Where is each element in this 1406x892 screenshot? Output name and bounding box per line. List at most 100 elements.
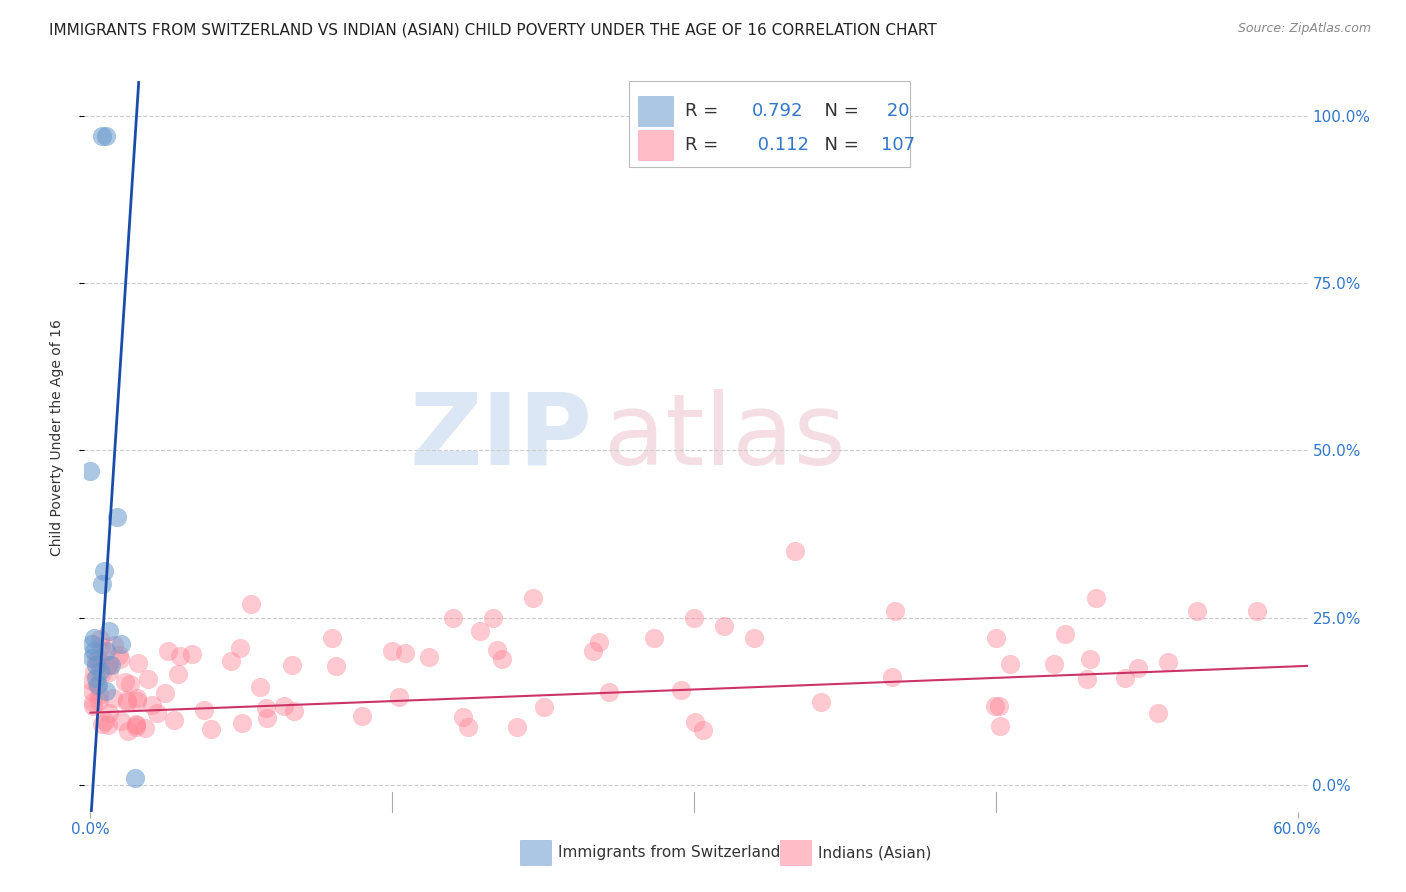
Point <box>82 637 104 651</box>
Point <box>321 631 343 645</box>
Text: 20: 20 <box>880 103 910 120</box>
Point <box>1185 604 1208 618</box>
Point <box>105 510 128 524</box>
Point <box>125 720 148 734</box>
Point <box>141 698 163 713</box>
Text: Source: ZipAtlas.com: Source: ZipAtlas.com <box>1237 22 1371 36</box>
Point <box>988 698 1011 713</box>
Point <box>713 619 735 633</box>
Point <box>193 703 215 717</box>
Point <box>984 631 1007 645</box>
Point <box>103 638 125 652</box>
Point <box>1114 671 1136 685</box>
Point <box>162 713 184 727</box>
Point <box>97 624 120 639</box>
Point <box>89 656 111 670</box>
Point <box>273 698 295 713</box>
Point <box>582 644 605 658</box>
Text: Immigrants from Switzerland: Immigrants from Switzerland <box>558 846 780 860</box>
Point <box>180 647 202 661</box>
Point <box>108 652 131 666</box>
Point <box>97 706 120 720</box>
Point <box>127 656 149 670</box>
Point <box>643 631 665 645</box>
Text: IMMIGRANTS FROM SWITZERLAND VS INDIAN (ASIAN) CHILD POVERTY UNDER THE AGE OF 16 : IMMIGRANTS FROM SWITZERLAND VS INDIAN (A… <box>49 22 936 37</box>
Point <box>988 719 1011 733</box>
Point <box>155 686 177 700</box>
Point <box>884 604 907 618</box>
Point <box>86 657 108 672</box>
Point <box>89 632 111 646</box>
Text: atlas: atlas <box>605 389 846 485</box>
Text: R =: R = <box>685 136 724 153</box>
Point <box>83 631 105 645</box>
Point <box>1128 661 1150 675</box>
Point <box>138 672 160 686</box>
Point <box>83 665 105 679</box>
Point <box>115 693 138 707</box>
Point <box>522 591 544 605</box>
Point <box>86 678 108 692</box>
Point <box>280 657 302 672</box>
Text: N =: N = <box>814 136 865 153</box>
Point <box>486 643 509 657</box>
Point <box>256 711 278 725</box>
Text: 0.792: 0.792 <box>752 103 804 120</box>
Point <box>134 722 156 736</box>
Point <box>79 464 101 478</box>
Point <box>998 657 1021 671</box>
Point <box>96 644 118 658</box>
Point <box>169 649 191 664</box>
Point <box>86 671 108 685</box>
Point <box>145 706 167 720</box>
Point <box>669 683 692 698</box>
Point <box>451 709 474 723</box>
Point <box>90 652 112 666</box>
Point <box>441 611 464 625</box>
Bar <box>638 130 672 160</box>
Point <box>117 723 139 738</box>
Point <box>125 691 148 706</box>
Point <box>468 624 491 639</box>
Point <box>229 641 252 656</box>
Point <box>94 714 117 729</box>
Bar <box>638 96 672 126</box>
Point <box>481 611 503 625</box>
Point <box>381 644 404 658</box>
Point <box>418 650 440 665</box>
Point <box>783 544 806 558</box>
Point <box>96 129 118 144</box>
Point <box>221 654 243 668</box>
Text: R =: R = <box>685 103 724 120</box>
Point <box>97 717 120 731</box>
Text: ZIP: ZIP <box>409 389 592 485</box>
Text: 0.112: 0.112 <box>752 136 810 153</box>
Point <box>1246 604 1268 618</box>
Point <box>124 771 146 786</box>
Point <box>200 722 222 736</box>
Point <box>82 684 104 698</box>
Point <box>588 635 610 649</box>
Point <box>249 680 271 694</box>
Point <box>457 721 479 735</box>
Point <box>882 670 904 684</box>
Point <box>103 690 125 705</box>
Point <box>82 699 104 714</box>
Point <box>87 652 110 666</box>
Point <box>89 664 111 679</box>
Point <box>506 720 529 734</box>
Point <box>91 577 114 591</box>
Point <box>231 716 253 731</box>
Point <box>1076 672 1098 686</box>
Point <box>91 129 114 144</box>
Point <box>1043 657 1066 671</box>
Point <box>1053 627 1076 641</box>
Text: 107: 107 <box>880 136 915 153</box>
Point <box>1157 656 1180 670</box>
Text: N =: N = <box>814 103 865 120</box>
Point <box>127 694 149 708</box>
Point <box>125 717 148 731</box>
Point <box>1078 652 1101 666</box>
Point <box>82 673 104 688</box>
Point <box>87 678 110 692</box>
